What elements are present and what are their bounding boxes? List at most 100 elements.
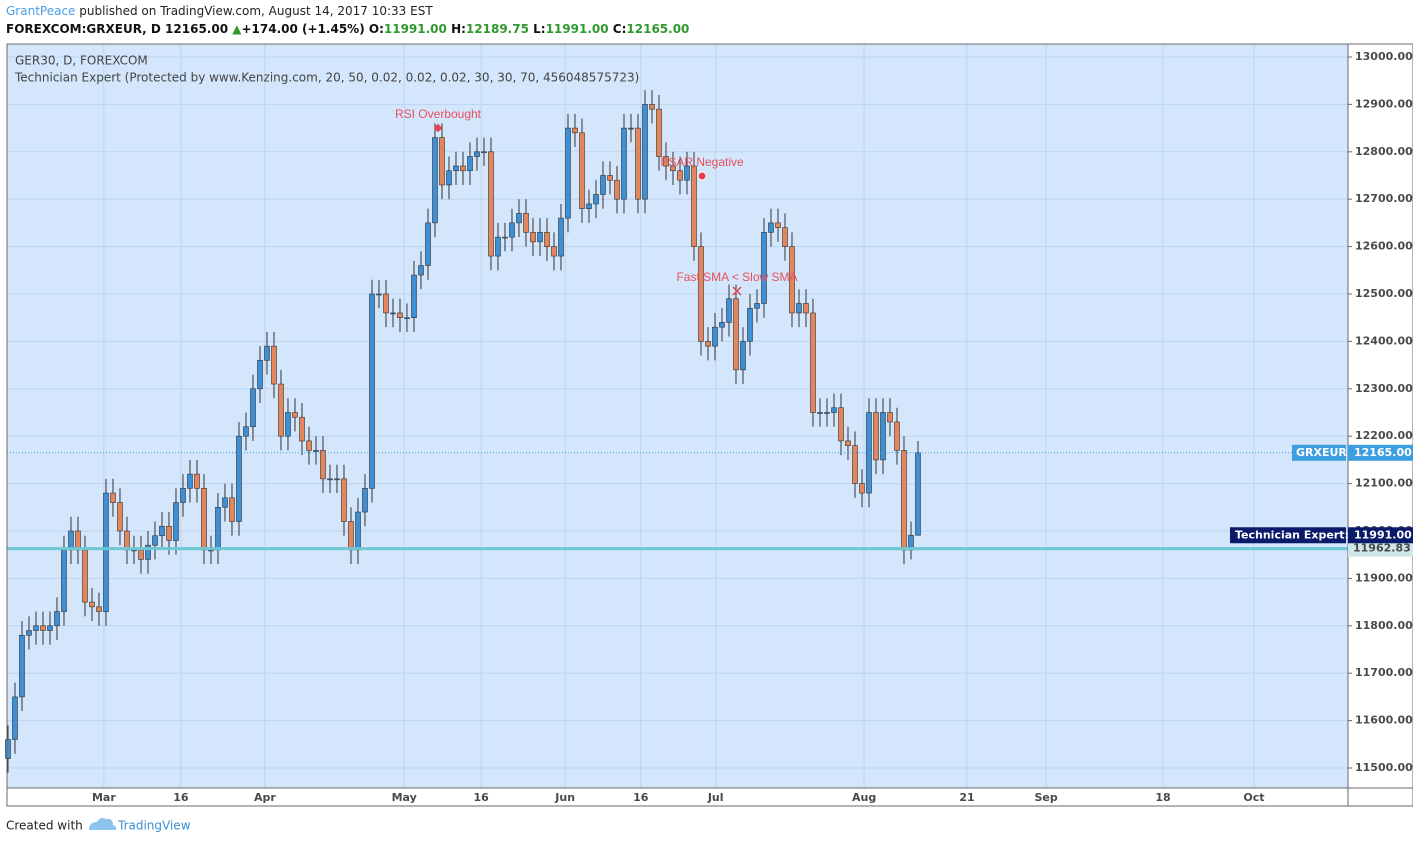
candle-body (327, 478, 333, 481)
legend: Technician Expert (Protected by www.Kenz… (14, 71, 639, 85)
candle-body (600, 175, 606, 195)
y-tick-label: 12700.00 (1355, 192, 1413, 205)
candle-body (481, 151, 487, 154)
annotation: RSI Overbought (395, 107, 482, 121)
candle-body (572, 127, 578, 134)
candle-body (761, 232, 767, 304)
candle-body (355, 511, 361, 551)
candle-body (684, 165, 690, 181)
ohlc-label: L: (533, 22, 545, 36)
y-tick-label: 12800.00 (1355, 145, 1413, 158)
candle-body (348, 521, 354, 551)
tag-box (1348, 527, 1413, 544)
candle-body (250, 388, 256, 428)
candle-body (383, 293, 389, 314)
candle-body (670, 165, 676, 172)
direction: ▲ (232, 22, 242, 36)
candle-body (166, 525, 172, 541)
logo[interactable] (89, 818, 117, 830)
x-tick-label: Sep (1034, 791, 1057, 804)
last: 12165.00 (165, 22, 228, 36)
candle-body (145, 544, 151, 560)
footer-text: Created with (6, 819, 83, 833)
candle-body (201, 488, 207, 551)
candle-body (222, 497, 228, 508)
candle-body (215, 506, 221, 551)
y-tick-label: 11900.00 (1355, 571, 1413, 584)
candle-body (656, 108, 662, 157)
plot-area (7, 44, 1348, 788)
candle-body (551, 246, 557, 257)
candle-body (320, 450, 326, 480)
marker-diamond (433, 123, 443, 133)
annotation: Fast SMA < Slow SMA (676, 270, 797, 284)
candle-body (390, 312, 396, 315)
candle-body (901, 450, 907, 551)
candle-body (698, 246, 704, 342)
candle-body (747, 307, 753, 342)
candle-body (502, 236, 508, 239)
ohlc-label: H: (451, 22, 466, 36)
candle-body (439, 137, 445, 186)
ohlc-value: 12189.75 (466, 22, 529, 36)
candle-body (19, 634, 25, 698)
candle-body (880, 412, 886, 461)
candle-body (334, 478, 340, 481)
candle-body (740, 341, 746, 371)
candle-body (299, 416, 305, 442)
y-tick-label: 11600.00 (1355, 714, 1413, 727)
chart-layer: RSI Overbought PSAR Negative Fast SMA < Sl… (5, 44, 1348, 788)
tag-box (1230, 527, 1346, 544)
candle-body (579, 132, 585, 209)
candle-body (488, 151, 494, 257)
candle-body (341, 478, 347, 522)
candle-body (831, 407, 837, 413)
marker-cross (732, 286, 742, 296)
x-tick-label: 16 (173, 791, 189, 804)
x-tick-label: Jun (554, 791, 575, 804)
candle-body (537, 232, 543, 243)
candle-body (453, 165, 459, 172)
candle-body (894, 421, 900, 451)
x-tick-label: 21 (959, 791, 974, 804)
ohlc-label: C: (613, 22, 627, 36)
symbol: FOREXCOM:GRXEUR, D (6, 22, 161, 36)
candle-body (852, 445, 858, 484)
candle-body (278, 383, 284, 437)
header-line: GrantPeace published on TradingView.com,… (6, 4, 433, 18)
candle-body (789, 246, 795, 314)
ohlc-value: 11991.00 (384, 22, 447, 36)
candle-body (397, 312, 403, 318)
candle-body (75, 530, 81, 551)
candle-body (5, 739, 11, 759)
candle-body (271, 345, 277, 385)
candle-body (796, 303, 802, 314)
candle-body (257, 360, 263, 390)
candle-body (635, 127, 641, 200)
candle-body (138, 549, 144, 560)
y-tick-label: 12500.00 (1355, 287, 1413, 300)
candle-body (47, 625, 53, 631)
candle-body (159, 525, 165, 537)
candle-body (152, 535, 158, 546)
author[interactable]: GrantPeace (6, 4, 75, 18)
y-tick-label: 11700.00 (1355, 666, 1413, 679)
y-tick-label: 12600.00 (1355, 240, 1413, 253)
candle-body (418, 265, 424, 276)
ohlc-value: 11991.00 (546, 22, 609, 36)
candle-body (89, 601, 95, 608)
candle-body (194, 473, 200, 489)
candle-body (229, 497, 235, 522)
legend: GER30, D, FOREXCOM (15, 54, 148, 68)
candle-body (509, 222, 515, 238)
tag-value: 11991.00 (1354, 528, 1412, 541)
marker-dot (697, 171, 707, 181)
candle-body (845, 440, 851, 446)
candle-body (292, 412, 298, 418)
candle-body (607, 175, 613, 181)
level-tag (1348, 540, 1413, 557)
candle-body (642, 104, 648, 200)
candle-body (663, 156, 669, 167)
candle-body (817, 412, 823, 414)
footer-brand[interactable]: TradingView (117, 819, 191, 833)
